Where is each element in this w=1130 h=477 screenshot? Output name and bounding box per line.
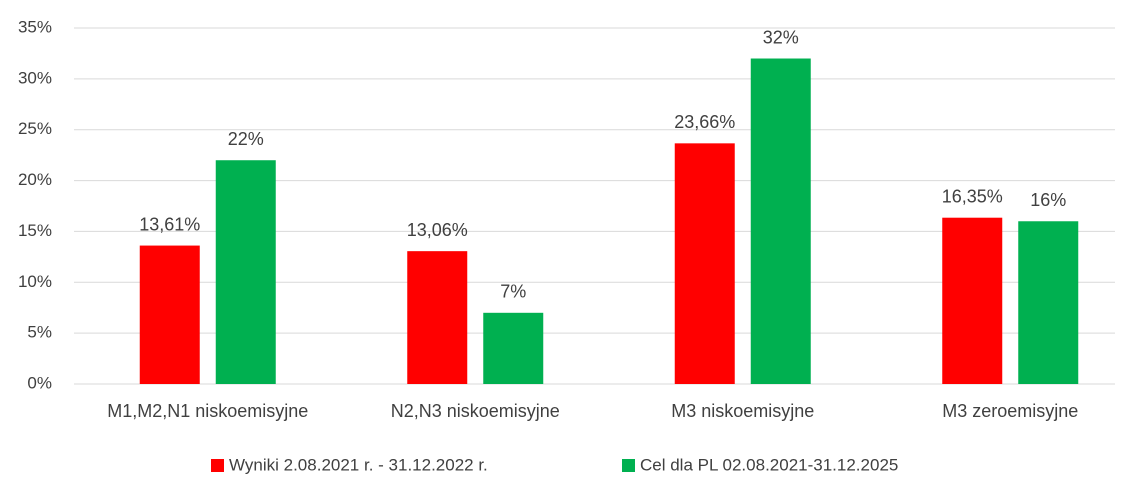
bar <box>483 312 544 384</box>
x-tick-label: N2,N3 niskoemisyjne <box>391 401 560 421</box>
y-tick-label: 5% <box>27 323 52 342</box>
legend-label: Cel dla PL 02.08.2021-31.12.2025 <box>640 455 898 474</box>
y-tick-label: 30% <box>18 68 52 87</box>
legend-label: Wyniki 2.08.2021 r. - 31.12.2022 r. <box>229 455 488 474</box>
y-tick-label: 25% <box>18 119 52 138</box>
bar <box>674 143 735 384</box>
value-label: 32% <box>763 27 799 47</box>
y-tick-label: 10% <box>18 272 52 291</box>
value-label: 22% <box>228 129 264 149</box>
value-label: 7% <box>500 282 526 302</box>
legend-swatch <box>622 459 635 472</box>
x-tick-label: M1,M2,N1 niskoemisyjne <box>107 401 308 421</box>
value-label: 16,35% <box>942 186 1003 206</box>
bar <box>215 160 276 384</box>
value-label: 13,61% <box>139 214 200 234</box>
legend-swatch <box>211 459 224 472</box>
x-tick-label: M3 zeroemisyjne <box>942 401 1078 421</box>
bar <box>942 217 1003 384</box>
y-tick-label: 0% <box>27 373 52 392</box>
y-tick-label: 15% <box>18 221 52 240</box>
bar <box>139 245 200 384</box>
bar <box>1018 221 1079 384</box>
x-tick-label: M3 niskoemisyjne <box>671 401 814 421</box>
value-label: 16% <box>1030 190 1066 210</box>
bar <box>407 251 468 384</box>
value-label: 13,06% <box>407 220 468 240</box>
bar <box>750 58 811 385</box>
value-label: 23,66% <box>674 112 735 132</box>
y-tick-label: 20% <box>18 170 52 189</box>
y-tick-label: 35% <box>18 17 52 36</box>
